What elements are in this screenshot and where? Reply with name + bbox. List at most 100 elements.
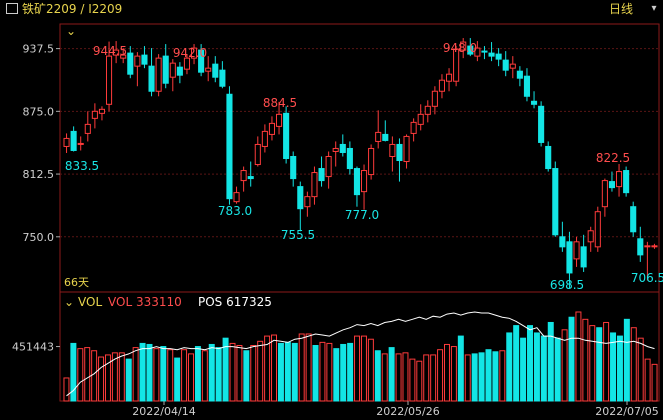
volume-bar[interactable] [554, 337, 561, 402]
volume-bar[interactable] [160, 346, 167, 402]
volume-bar[interactable] [84, 347, 91, 402]
volume-bar[interactable] [644, 358, 651, 402]
candle-body[interactable] [516, 70, 523, 79]
candle-body[interactable] [304, 196, 311, 208]
candle-body[interactable] [141, 54, 148, 65]
volume-bar[interactable] [243, 350, 250, 402]
volume-bar[interactable] [374, 350, 381, 402]
candle-body[interactable] [474, 47, 481, 57]
candle-body[interactable] [608, 181, 616, 189]
volume-bar[interactable] [367, 338, 374, 402]
candle-body[interactable] [275, 113, 283, 127]
volume-bar[interactable] [582, 318, 589, 402]
candle-body[interactable] [105, 55, 113, 105]
volume-bar[interactable] [623, 318, 630, 402]
candle-body[interactable] [375, 131, 382, 142]
candle-body[interactable] [353, 168, 361, 196]
candle-body[interactable] [247, 176, 254, 180]
volume-bar[interactable] [637, 337, 644, 402]
volume-bar[interactable] [284, 341, 291, 402]
candle-body[interactable] [325, 155, 332, 178]
volume-bar[interactable] [208, 343, 215, 402]
candle-body[interactable] [290, 155, 297, 180]
candle-body[interactable] [417, 113, 424, 125]
candle-body[interactable] [488, 52, 495, 57]
candle-body[interactable] [219, 69, 226, 87]
volume-bar[interactable] [520, 337, 527, 402]
candle-body[interactable] [268, 122, 276, 135]
volume-bar[interactable] [326, 342, 333, 402]
volume-bar[interactable] [181, 349, 188, 402]
volume-bar[interactable] [485, 349, 492, 402]
volume-bar[interactable] [111, 352, 118, 402]
volume-bar[interactable] [402, 352, 409, 402]
candle-body[interactable] [630, 206, 637, 233]
candle-body[interactable] [332, 147, 339, 152]
volume-bar[interactable] [264, 335, 271, 402]
candle-body[interactable] [594, 211, 601, 248]
candle-body[interactable] [552, 168, 559, 236]
candle-body[interactable] [445, 73, 453, 82]
candle-body[interactable] [311, 172, 318, 198]
scroll-arrow-icon[interactable]: ▾ [651, 3, 657, 14]
candle-body[interactable] [403, 135, 410, 163]
volume-bar[interactable] [450, 346, 457, 402]
volume-bar[interactable] [610, 332, 617, 402]
volume-bar[interactable] [153, 348, 160, 402]
volume-bar[interactable] [257, 340, 264, 402]
candle-body[interactable] [297, 186, 304, 210]
candle-body[interactable] [63, 137, 70, 147]
candle-body[interactable] [651, 245, 658, 248]
candle-body[interactable] [601, 180, 608, 208]
candle-body[interactable] [339, 143, 346, 153]
volume-bar[interactable] [333, 348, 340, 402]
candle-body[interactable] [346, 147, 353, 170]
candle-body[interactable] [481, 50, 488, 53]
volume-bar[interactable] [416, 360, 423, 402]
volume-bar[interactable] [603, 321, 610, 402]
volume-bar[interactable] [139, 342, 146, 402]
volume-bar[interactable] [174, 357, 181, 402]
volume-bar[interactable] [423, 354, 430, 402]
candle-body[interactable] [438, 79, 446, 92]
volume-bar[interactable] [222, 337, 229, 402]
volume-bar[interactable] [146, 343, 153, 402]
volume-bar[interactable] [194, 346, 201, 402]
candle-body[interactable] [70, 130, 77, 151]
candle-body[interactable] [502, 59, 509, 71]
candle-body[interactable] [424, 105, 431, 115]
candle-body[interactable] [410, 121, 417, 134]
volume-bar[interactable] [443, 343, 450, 402]
volume-bar[interactable] [437, 349, 444, 402]
volume-collapse-icon[interactable]: ⌄ [64, 295, 74, 309]
period-selector[interactable]: 日线 [608, 2, 633, 16]
candle-body[interactable] [545, 145, 552, 170]
candle-body[interactable] [84, 123, 91, 134]
volume-bar[interactable] [298, 333, 305, 402]
candle-body[interactable] [566, 241, 573, 274]
candle-body[interactable] [205, 67, 212, 72]
volume-bar[interactable] [568, 316, 575, 402]
volume-bar[interactable] [547, 321, 554, 402]
volume-bar[interactable] [63, 377, 70, 402]
volume-bar[interactable] [91, 350, 98, 402]
candle-body[interactable] [382, 133, 389, 141]
volume-bar[interactable] [70, 342, 77, 402]
candle-body[interactable] [587, 230, 594, 243]
candle-body[interactable] [190, 47, 198, 59]
candle-body[interactable] [360, 170, 368, 193]
volume-bar[interactable] [589, 325, 596, 402]
volume-bar[interactable] [118, 352, 125, 402]
candle-body[interactable] [98, 108, 106, 114]
candle-body[interactable] [453, 48, 460, 82]
volume-bar[interactable] [527, 325, 533, 402]
volume-bar[interactable] [464, 354, 471, 402]
candle-body[interactable] [396, 143, 403, 162]
volume-bar[interactable] [540, 335, 547, 402]
candle-body[interactable] [283, 112, 290, 160]
volume-bar[interactable] [561, 329, 568, 402]
volume-bar[interactable] [430, 354, 437, 402]
candle-body[interactable] [318, 168, 325, 182]
volume-bar[interactable] [125, 358, 132, 402]
volume-bar[interactable] [277, 342, 284, 402]
